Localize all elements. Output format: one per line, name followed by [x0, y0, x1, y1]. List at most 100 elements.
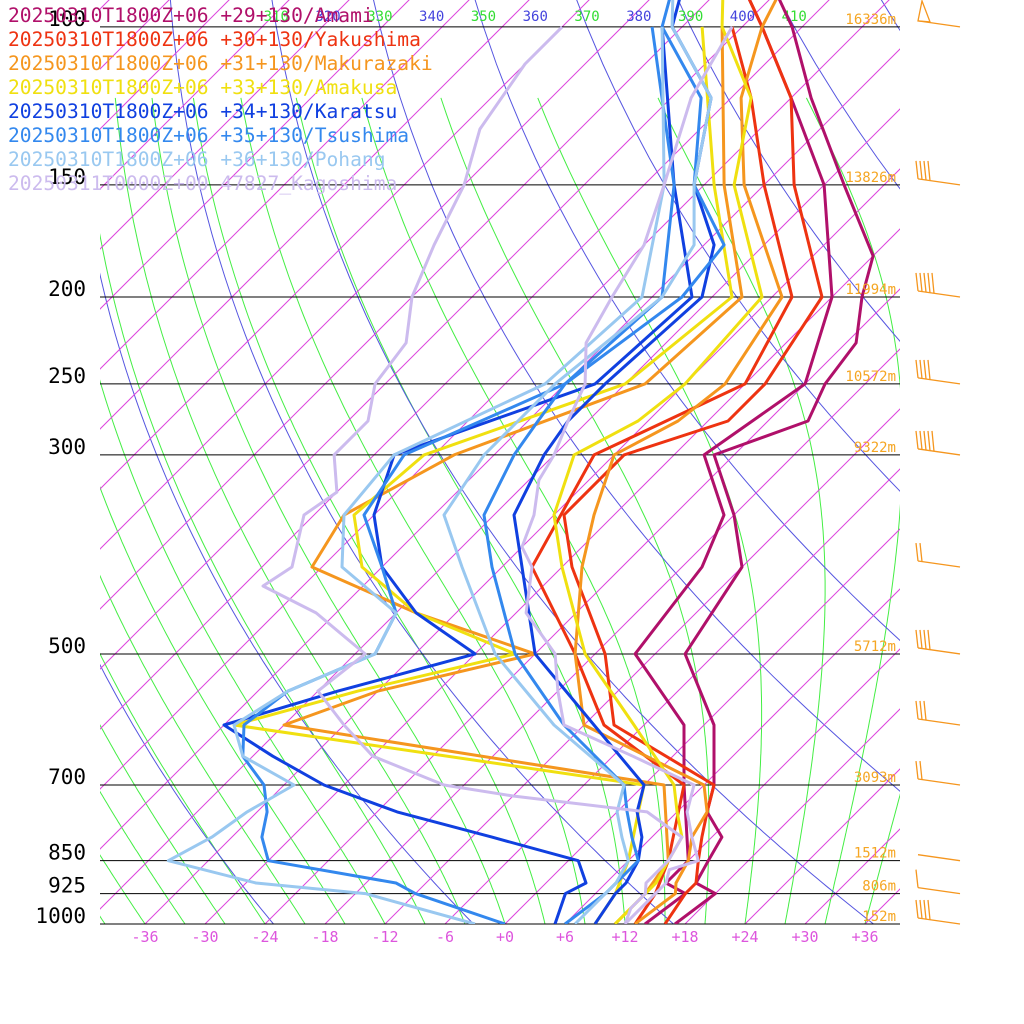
pressure-label: 150 [48, 165, 86, 189]
temperature-profile [442, 0, 713, 924]
moist-adiabat-line [864, 793, 900, 924]
temperature-profile [573, 0, 784, 924]
temperature-profile [520, 26, 734, 924]
dewpoint-profile [530, 26, 794, 924]
wind-barb [915, 760, 961, 786]
height-label: 806m [862, 879, 896, 895]
wind-barb [915, 359, 961, 385]
moist-adiabat-line [905, 98, 1024, 924]
dry-adiabat-line [974, 0, 1024, 943]
temp-tick-label: -36 [131, 928, 158, 946]
legend-entry: 20250310T1800Z+06 +35+130/Tsushima [8, 124, 410, 147]
isotherm-line [100, 0, 470, 370]
theta-label: 350 [471, 9, 496, 25]
isotherm-line [384, 408, 900, 924]
wind-barb [917, 0, 961, 28]
wind-barb [915, 700, 961, 726]
temp-tick-label: +36 [851, 928, 878, 946]
wind-barbs [915, 0, 961, 925]
theta-label: 360 [523, 9, 548, 25]
pressure-label: 1000 [35, 904, 86, 928]
dry-adiabat-line [271, 0, 875, 924]
isotherm-line [100, 0, 230, 130]
wind-barb [915, 869, 961, 895]
dewpoint-profile [222, 26, 694, 924]
dry-adiabat-line [884, 0, 1024, 943]
moist-adiabat-line [100, 379, 386, 924]
legend-entry: 20250310T1800Z+06 +29+130/Amami [8, 4, 374, 27]
height-label: 1512m [854, 846, 896, 862]
theta-label: 320 [315, 9, 340, 25]
moist-adiabat-line [151, 97, 506, 924]
legend-entry: 20250310T1800Z+06 +30+130/Yakushima [8, 28, 421, 51]
isotherm-line [100, 0, 290, 190]
pressure-label: 200 [48, 277, 86, 301]
moist-adiabat-line [657, 97, 826, 924]
height-label: 5712m [854, 639, 896, 655]
pressure-label: 100 [48, 7, 86, 31]
theta-label: 380 [626, 9, 651, 25]
legend-entry: 20250310T1800Z+06 +34+130/Karatsu [8, 100, 398, 123]
height-label: 11994m [845, 282, 896, 298]
dewpoint-profile [261, 25, 684, 924]
moist-adiabat-line [100, 854, 146, 924]
wind-barb [915, 430, 961, 456]
isotherm-line [100, 0, 770, 670]
legend-entry: 20250311T0000Z+00 47827_Kagoshima [8, 172, 398, 195]
isotherm-line [100, 0, 890, 790]
dry-adiabat-line [373, 0, 900, 792]
moist-adiabats [100, 97, 1024, 924]
height-label: 16336m [845, 12, 896, 28]
dry-adiabat-line [576, 0, 900, 492]
temperature-profile [482, 0, 726, 924]
wind-barb [915, 160, 961, 186]
moist-adiabat-line [100, 486, 346, 924]
moist-adiabat-line [100, 233, 426, 924]
dewpoint-profile [633, 0, 834, 924]
legend-entry: 20250310T1800Z+06 +31+130/Makurazaki [8, 52, 433, 75]
height-label: 3093m [854, 770, 896, 786]
theta-label: 310 [264, 9, 289, 25]
axis-labels: 100 16336m 150 13826m 200 11994m 250 10572m 300 9… [35, 7, 896, 946]
moist-adiabat-line [192, 97, 546, 924]
height-label: 152m [862, 909, 896, 925]
isotherm-line [100, 0, 170, 70]
wind-barb [915, 629, 961, 655]
height-label: 10572m [845, 369, 896, 385]
theta-labels: 310 320 330 340 350 360 370 380 390 400 410 [264, 9, 807, 25]
isotherm-line [504, 528, 900, 924]
temp-tick-label: -18 [311, 928, 338, 946]
moist-adiabat-line [100, 652, 266, 924]
theta-label: 370 [574, 9, 599, 25]
temp-tick-label: -6 [436, 928, 454, 946]
isotherm-line [100, 0, 710, 610]
moist-adiabat-line [100, 790, 186, 924]
pressure-label: 925 [48, 874, 86, 898]
isotherm-line [100, 0, 350, 250]
isotherm-line [100, 0, 590, 490]
isotherm-line [100, 0, 530, 430]
isobars [100, 26, 900, 925]
isotherm-line [324, 348, 900, 924]
theta-label: 390 [678, 9, 703, 25]
isotherm-line [100, 0, 830, 730]
pressure-label: 300 [48, 435, 86, 459]
pressure-label: 700 [48, 765, 86, 789]
legend: 20250310T1800Z+06 +29+130/Amami 20250310T… [8, 4, 433, 196]
isotherm-line [624, 648, 900, 924]
temp-tick-label: +18 [671, 928, 698, 946]
wind-barb [915, 899, 961, 925]
temperature-profile [562, 0, 824, 924]
temp-tick-label: +0 [496, 928, 514, 946]
temp-tick-label: +30 [791, 928, 818, 946]
theta-label: 400 [730, 9, 755, 25]
moist-adiabat-line [805, 97, 900, 924]
height-label: 9322m [854, 440, 896, 456]
moist-adiabat-line [100, 574, 306, 924]
sounding-profiles [166, 0, 875, 924]
isotherm-line [100, 0, 410, 310]
isotherm-line [684, 708, 900, 924]
isotherm-line [264, 288, 900, 924]
pressure-label: 250 [48, 364, 86, 388]
